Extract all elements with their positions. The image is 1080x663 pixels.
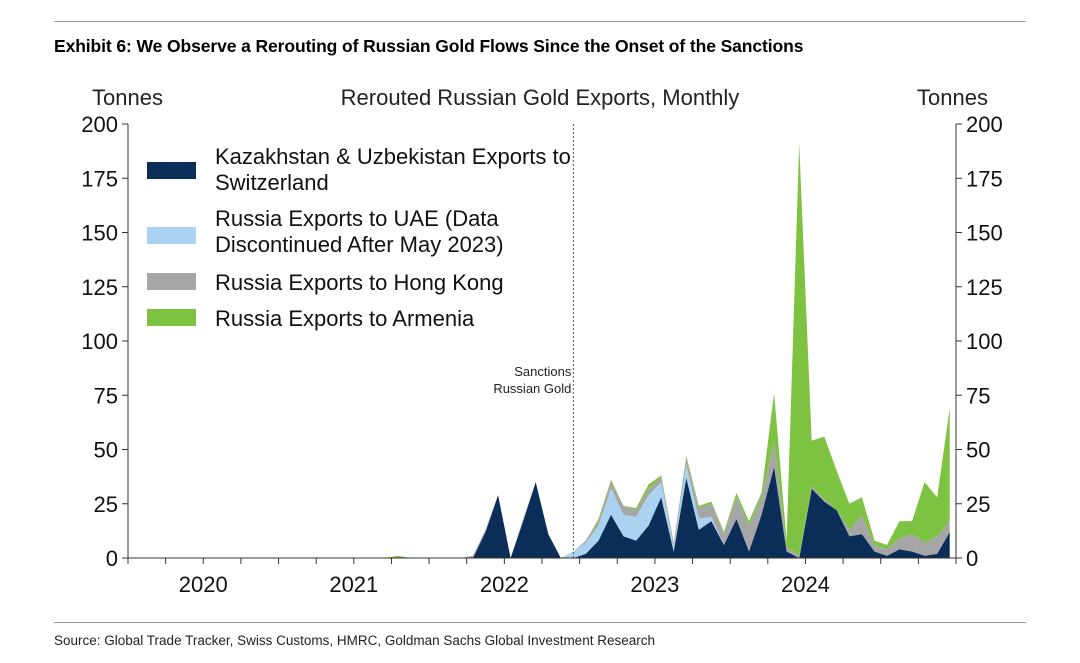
right-y-tick-label: 100 [966, 329, 1003, 354]
right-y-tick-label: 25 [966, 492, 990, 517]
left-y-tick-label: 50 [94, 438, 118, 463]
left-y-tick-label: 175 [81, 166, 118, 191]
legend-swatch-4 [147, 309, 196, 326]
legend-label-3: Russia Exports to Hong Kong [215, 270, 504, 295]
source-note: Source: Global Trade Tracker, Swiss Cust… [54, 633, 655, 648]
area-series-3 [134, 440, 950, 558]
x-tick-label: 2020 [179, 572, 228, 597]
left-y-tick-label: 25 [94, 492, 118, 517]
chart-title: Rerouted Russian Gold Exports, Monthly [341, 85, 740, 110]
legend-swatch-1 [147, 162, 196, 179]
left-axis-unit-label: Tonnes [92, 85, 163, 110]
area-series-1 [134, 466, 950, 558]
x-tick-label: 2021 [329, 572, 378, 597]
legend-label-2: Russia Exports to UAE (Data Discontinued … [215, 206, 504, 257]
left-y-tick-label: 200 [81, 112, 118, 137]
legend-label-4: Russia Exports to Armenia [215, 306, 475, 331]
sanctions-label-line2: Russian Gold [493, 381, 571, 396]
bottom-rule [54, 622, 1026, 623]
x-tick-label: 2024 [781, 572, 830, 597]
left-y-tick-label: 75 [94, 383, 118, 408]
left-y-tick-label: 0 [106, 546, 118, 571]
legend-swatch-3 [147, 273, 196, 290]
right-axis-unit-label: Tonnes [917, 85, 988, 110]
axes-layer: 0 0 25 25 50 50 75 75 100 100 125 125 150 150 175 175 20… [81, 112, 1002, 597]
right-y-tick-label: 175 [966, 166, 1003, 191]
legend-swatch-2 [147, 227, 196, 244]
sanctions-annotation: Sanctions Russian Gold [493, 124, 574, 558]
top-rule [54, 21, 1026, 22]
x-tick-label: 2023 [630, 572, 679, 597]
x-tick-label: 2022 [480, 572, 529, 597]
right-y-tick-label: 125 [966, 275, 1003, 300]
right-y-tick-label: 150 [966, 221, 1003, 246]
sanctions-label-line1: Sanctions [514, 364, 572, 379]
left-y-tick-label: 100 [81, 329, 118, 354]
right-y-tick-label: 50 [966, 438, 990, 463]
legend: Kazakhstan & Uzbekistan Exports to Switze… [147, 144, 571, 331]
left-y-tick-label: 150 [81, 221, 118, 246]
area-layer [134, 143, 950, 558]
right-y-tick-label: 75 [966, 383, 990, 408]
stacked-area-chart: Sanctions Russian Gold 0 0 25 25 50 50 75 75 100 1… [81, 85, 1002, 597]
legend-label-1: Kazakhstan & Uzbekistan Exports to Switze… [215, 144, 571, 195]
left-y-tick-label: 125 [81, 275, 118, 300]
right-y-tick-label: 200 [966, 112, 1003, 137]
exhibit-title: Exhibit 6: We Observe a Rerouting of Rus… [54, 36, 804, 56]
right-y-tick-label: 0 [966, 546, 978, 571]
